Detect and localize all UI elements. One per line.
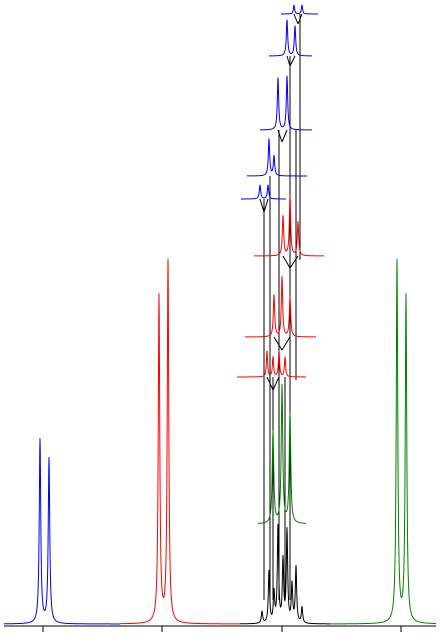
tree-connector-22 [281,129,288,143]
tree-level-4-trace [254,195,324,257]
tree-connector-18 [289,55,296,67]
spectrum-peak-d [330,258,436,625]
spectrum-peak-c [240,523,330,625]
x-axis [4,625,436,632]
tree-connector-13 [273,336,283,351]
spectrum-peak-b [120,258,240,625]
spectrum-traces [4,4,436,625]
tree-level-3-trace [245,276,316,338]
tree-connectors [259,13,303,600]
tree-level-5-trace [241,184,286,200]
tree-connector-12 [272,376,280,391]
tree-level-6-trace [247,138,307,177]
tree-connector-17 [286,55,291,67]
tree-level-9-trace [281,4,319,15]
tree-connector-19 [293,13,299,25]
tree-level-7-trace [260,75,313,131]
tree-level-8-trace [269,19,313,57]
tree-connector-14 [281,336,291,351]
tree-connector-11 [266,376,274,391]
tree-connector-20 [297,13,303,25]
tree-connector-15 [282,255,291,269]
tree-connector-10 [263,198,269,213]
tree-level-2-trace [237,350,306,378]
tree-connector-16 [289,255,299,269]
tree-level-1-trace [257,383,307,524]
tree-connector-21 [277,129,283,143]
spectrum-peak-a [4,438,120,625]
tree-connector-9 [259,198,265,213]
